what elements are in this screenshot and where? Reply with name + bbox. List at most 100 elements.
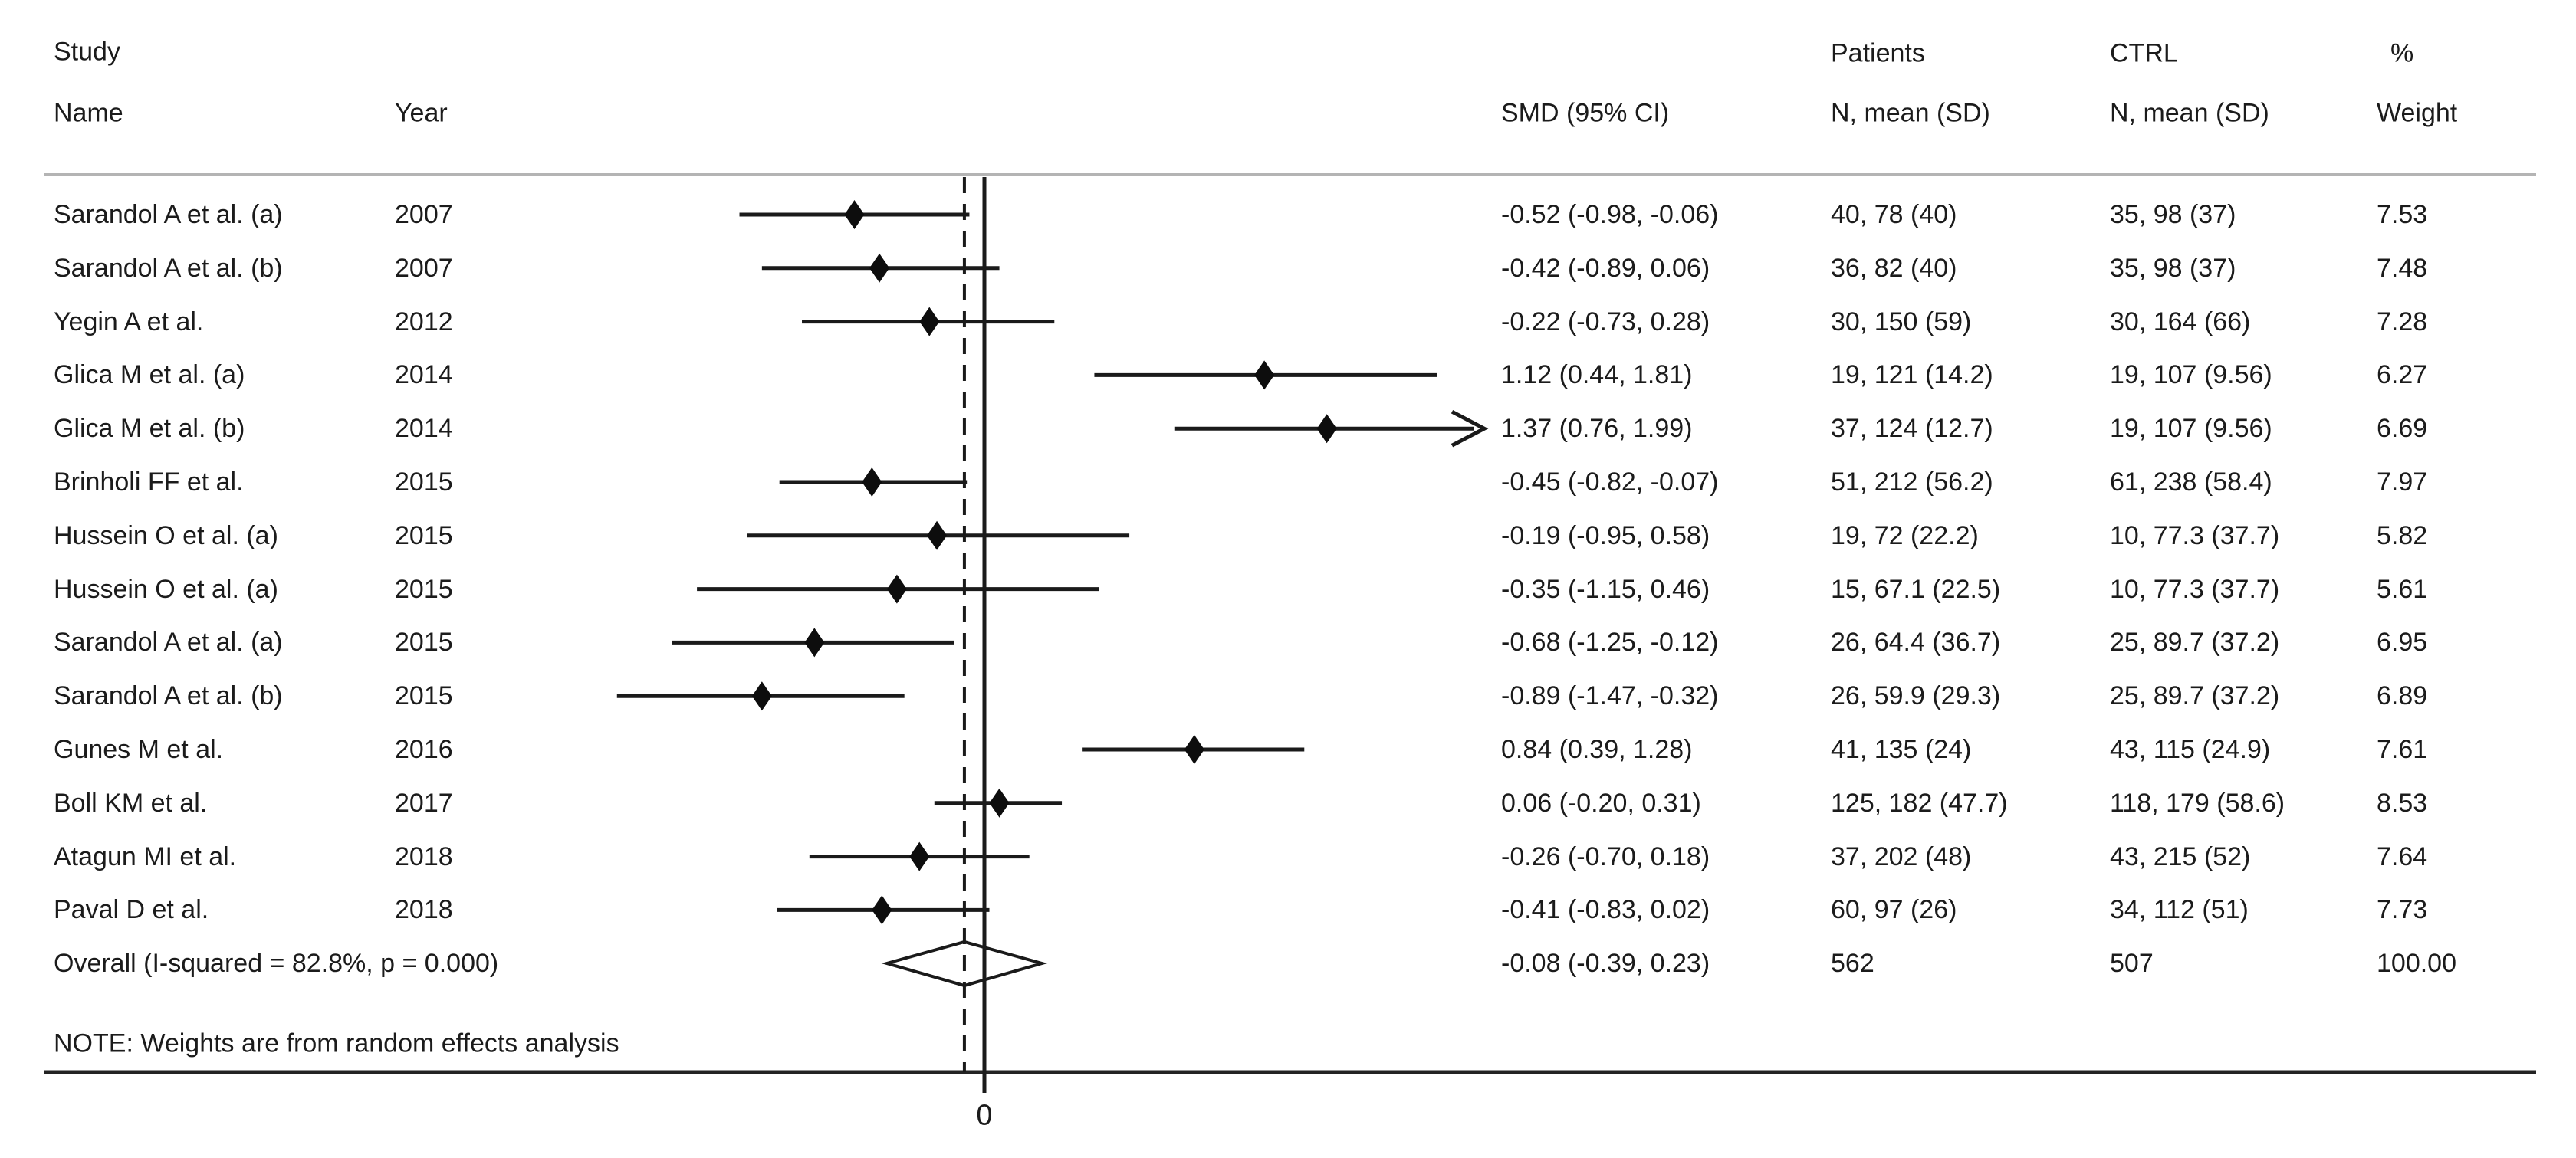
overall-diamond xyxy=(881,940,1048,988)
study-year: 2007 xyxy=(395,253,453,283)
weight-percent: 5.61 xyxy=(2377,574,2428,604)
ctrl-n-mean-sd: 19, 107 (9.56) xyxy=(2110,414,2272,444)
weight-percent: 6.89 xyxy=(2377,681,2428,711)
study-name: Paval D et al. xyxy=(54,895,209,925)
table-row: Brinholi FF et al. 2015 -0.45 (-0.82, -0… xyxy=(0,455,2576,509)
column-header-patients-nmsd: N, mean (SD) xyxy=(1831,98,1990,128)
column-header-smd-ci: SMD (95% CI) xyxy=(1501,98,1670,128)
ctrl-n-mean-sd: 507 xyxy=(2110,949,2154,978)
patients-n-mean-sd: 562 xyxy=(1831,949,1875,978)
point-estimate-marker xyxy=(927,520,948,550)
weight-percent: 5.82 xyxy=(2377,520,2428,550)
table-row: Yegin A et al. 2012 -0.22 (-0.73, 0.28) … xyxy=(0,295,2576,349)
smd-ci-value: 1.37 (0.76, 1.99) xyxy=(1501,414,1693,444)
study-year: 2017 xyxy=(395,788,453,818)
column-header-patients: Patients xyxy=(1831,38,1925,68)
weight-percent: 7.28 xyxy=(2377,307,2428,336)
study-year: 2016 xyxy=(395,735,453,764)
smd-ci-value: -0.41 (-0.83, 0.02) xyxy=(1501,895,1710,925)
study-year: 2018 xyxy=(395,841,453,871)
column-header-ctrl: CTRL xyxy=(2110,38,2178,68)
study-year: 2015 xyxy=(395,628,453,658)
point-estimate-marker xyxy=(1316,414,1337,444)
patients-n-mean-sd: 30, 150 (59) xyxy=(1831,307,1972,336)
smd-ci-value: -0.52 (-0.98, -0.06) xyxy=(1501,200,1719,229)
point-estimate-marker xyxy=(872,895,892,925)
patients-n-mean-sd: 40, 78 (40) xyxy=(1831,200,1957,229)
patients-n-mean-sd: 37, 202 (48) xyxy=(1831,841,1972,871)
smd-ci-value: -0.35 (-1.15, 0.46) xyxy=(1501,574,1710,604)
smd-ci-value: -0.68 (-1.25, -0.12) xyxy=(1501,628,1719,658)
smd-ci-value: 0.84 (0.39, 1.28) xyxy=(1501,735,1693,764)
study-name: Sarandol A et al. (a) xyxy=(54,628,283,658)
weight-percent: 7.73 xyxy=(2377,895,2428,925)
column-header-name: Name xyxy=(54,98,123,128)
table-row: Atagun MI et al. 2018 -0.26 (-0.70, 0.18… xyxy=(0,830,2576,884)
study-year: 2007 xyxy=(395,200,453,229)
ctrl-n-mean-sd: 10, 77.3 (37.7) xyxy=(2110,520,2280,550)
study-name: Overall (I-squared = 82.8%, p = 0.000) xyxy=(54,949,499,978)
weight-percent: 7.61 xyxy=(2377,735,2428,764)
weight-percent: 100.00 xyxy=(2377,949,2456,978)
ctrl-n-mean-sd: 61, 238 (58.4) xyxy=(2110,467,2272,497)
smd-ci-value: -0.45 (-0.82, -0.07) xyxy=(1501,467,1719,497)
ctrl-n-mean-sd: 19, 107 (9.56) xyxy=(2110,360,2272,390)
patients-n-mean-sd: 60, 97 (26) xyxy=(1831,895,1957,925)
point-estimate-marker xyxy=(869,253,890,283)
point-estimate-marker xyxy=(1184,735,1204,764)
table-row: Sarandol A et al. (b) 2015 -0.89 (-1.47,… xyxy=(0,669,2576,723)
random-effects-note: NOTE: Weights are from random effects an… xyxy=(54,1028,619,1058)
study-name: Hussein O et al. (a) xyxy=(54,574,278,604)
point-estimate-marker xyxy=(989,788,1010,818)
overall-row: Overall (I-squared = 82.8%, p = 0.000) -… xyxy=(0,937,2576,990)
column-header-weight: Weight xyxy=(2377,98,2458,128)
weight-percent: 7.97 xyxy=(2377,467,2428,497)
smd-ci-value: -0.42 (-0.89, 0.06) xyxy=(1501,253,1710,283)
smd-ci-value: -0.26 (-0.70, 0.18) xyxy=(1501,841,1710,871)
study-name: Glica M et al. (b) xyxy=(54,414,245,444)
patients-n-mean-sd: 26, 64.4 (36.7) xyxy=(1831,628,2001,658)
point-estimate-marker xyxy=(1254,360,1275,390)
patients-n-mean-sd: 41, 135 (24) xyxy=(1831,735,1972,764)
patients-n-mean-sd: 15, 67.1 (22.5) xyxy=(1831,574,2001,604)
table-row: Hussein O et al. (a) 2015 -0.19 (-0.95, … xyxy=(0,509,2576,563)
point-estimate-marker xyxy=(804,628,825,658)
study-name: Yegin A et al. xyxy=(54,307,204,336)
point-estimate-marker xyxy=(751,681,772,711)
smd-ci-value: 1.12 (0.44, 1.81) xyxy=(1501,360,1693,390)
patients-n-mean-sd: 125, 182 (47.7) xyxy=(1831,788,2008,818)
study-name: Atagun MI et al. xyxy=(54,841,237,871)
patients-n-mean-sd: 37, 124 (12.7) xyxy=(1831,414,1993,444)
study-year: 2014 xyxy=(395,414,453,444)
column-header-percent: % xyxy=(2390,38,2414,68)
weight-percent: 6.27 xyxy=(2377,360,2428,390)
table-row: Boll KM et al. 2017 0.06 (-0.20, 0.31) 1… xyxy=(0,776,2576,830)
ctrl-n-mean-sd: 35, 98 (37) xyxy=(2110,253,2236,283)
study-name: Glica M et al. (a) xyxy=(54,360,245,390)
study-year: 2015 xyxy=(395,574,453,604)
ctrl-n-mean-sd: 43, 215 (52) xyxy=(2110,841,2251,871)
study-year: 2012 xyxy=(395,307,453,336)
patients-n-mean-sd: 51, 212 (56.2) xyxy=(1831,467,1993,497)
x-axis-zero-tick-label: 0 xyxy=(976,1099,993,1132)
study-name: Sarandol A et al. (b) xyxy=(54,681,283,711)
ctrl-n-mean-sd: 118, 179 (58.6) xyxy=(2110,788,2285,818)
point-estimate-marker xyxy=(844,200,865,229)
ctrl-n-mean-sd: 25, 89.7 (37.2) xyxy=(2110,681,2280,711)
ctrl-n-mean-sd: 43, 115 (24.9) xyxy=(2110,735,2271,764)
patients-n-mean-sd: 19, 72 (22.2) xyxy=(1831,520,1979,550)
study-name: Gunes M et al. xyxy=(54,735,224,764)
study-name: Hussein O et al. (a) xyxy=(54,520,278,550)
study-year: 2018 xyxy=(395,895,453,925)
study-year: 2014 xyxy=(395,360,453,390)
table-row: Sarandol A et al. (b) 2007 -0.42 (-0.89,… xyxy=(0,241,2576,295)
ctrl-n-mean-sd: 10, 77.3 (37.7) xyxy=(2110,574,2280,604)
weight-percent: 7.64 xyxy=(2377,841,2428,871)
study-year: 2015 xyxy=(395,520,453,550)
smd-ci-value: 0.06 (-0.20, 0.31) xyxy=(1501,788,1701,818)
smd-ci-value: -0.89 (-1.47, -0.32) xyxy=(1501,681,1719,711)
weight-percent: 6.95 xyxy=(2377,628,2428,658)
ci-clipped-arrow-icon xyxy=(1451,409,1489,448)
table-row: Glica M et al. (a) 2014 1.12 (0.44, 1.81… xyxy=(0,348,2576,402)
table-row: Sarandol A et al. (a) 2007 -0.52 (-0.98,… xyxy=(0,188,2576,241)
